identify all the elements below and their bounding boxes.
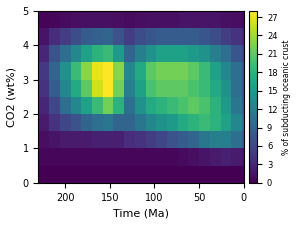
Y-axis label: CO2 (wt%): CO2 (wt%)	[7, 67, 17, 127]
X-axis label: Time (Ma): Time (Ma)	[113, 208, 169, 218]
Y-axis label: % of subducting oceanic crust: % of subducting oceanic crust	[282, 39, 291, 155]
